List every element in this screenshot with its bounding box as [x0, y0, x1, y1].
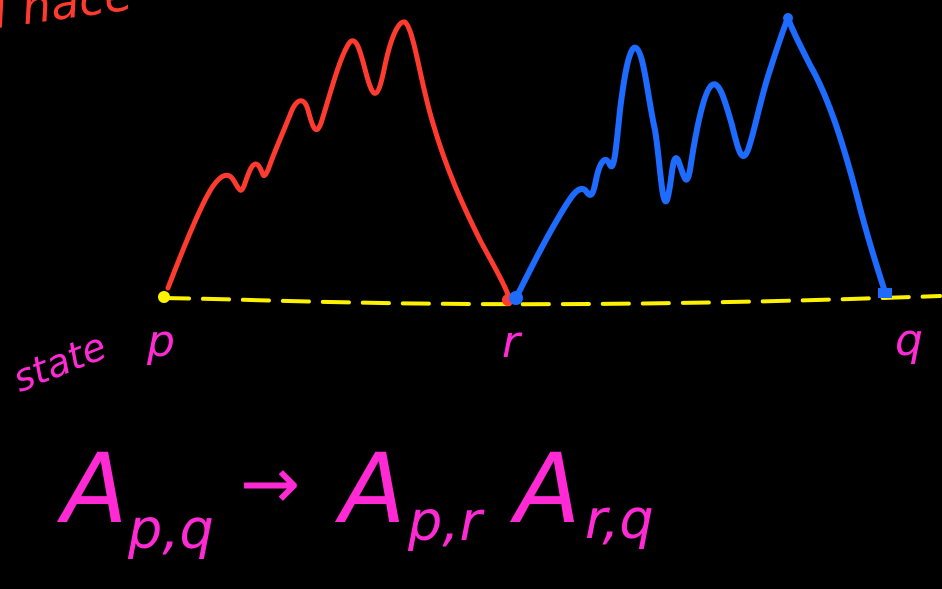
rule-rhs2-subscript: r,q	[585, 488, 654, 551]
red-stack-curve	[165, 19, 513, 303]
rule-lhs-A: A	[56, 433, 128, 545]
title-fragment: I hace	[0, 0, 135, 39]
point-q-marker	[878, 288, 892, 298]
state-baseline	[161, 294, 942, 307]
state-label: state	[7, 324, 113, 401]
rule-rhs1-subscript: p,r	[407, 490, 484, 553]
point-r-blue-dot	[509, 291, 523, 305]
rule-lhs-subscript: p,q	[127, 498, 214, 561]
rule-arrow: →	[240, 441, 300, 525]
label-p: p	[146, 316, 175, 367]
rule-rhs2-A: A	[509, 433, 581, 545]
point-p-dot	[158, 291, 170, 303]
grammar-rule: A p,q → A p,r A r,q	[56, 433, 654, 561]
label-r: r	[502, 317, 523, 368]
label-q: q	[895, 315, 923, 366]
rule-rhs1-A: A	[334, 433, 406, 545]
peak-blue-dot	[783, 13, 793, 23]
blue-stack-curve	[513, 15, 888, 301]
